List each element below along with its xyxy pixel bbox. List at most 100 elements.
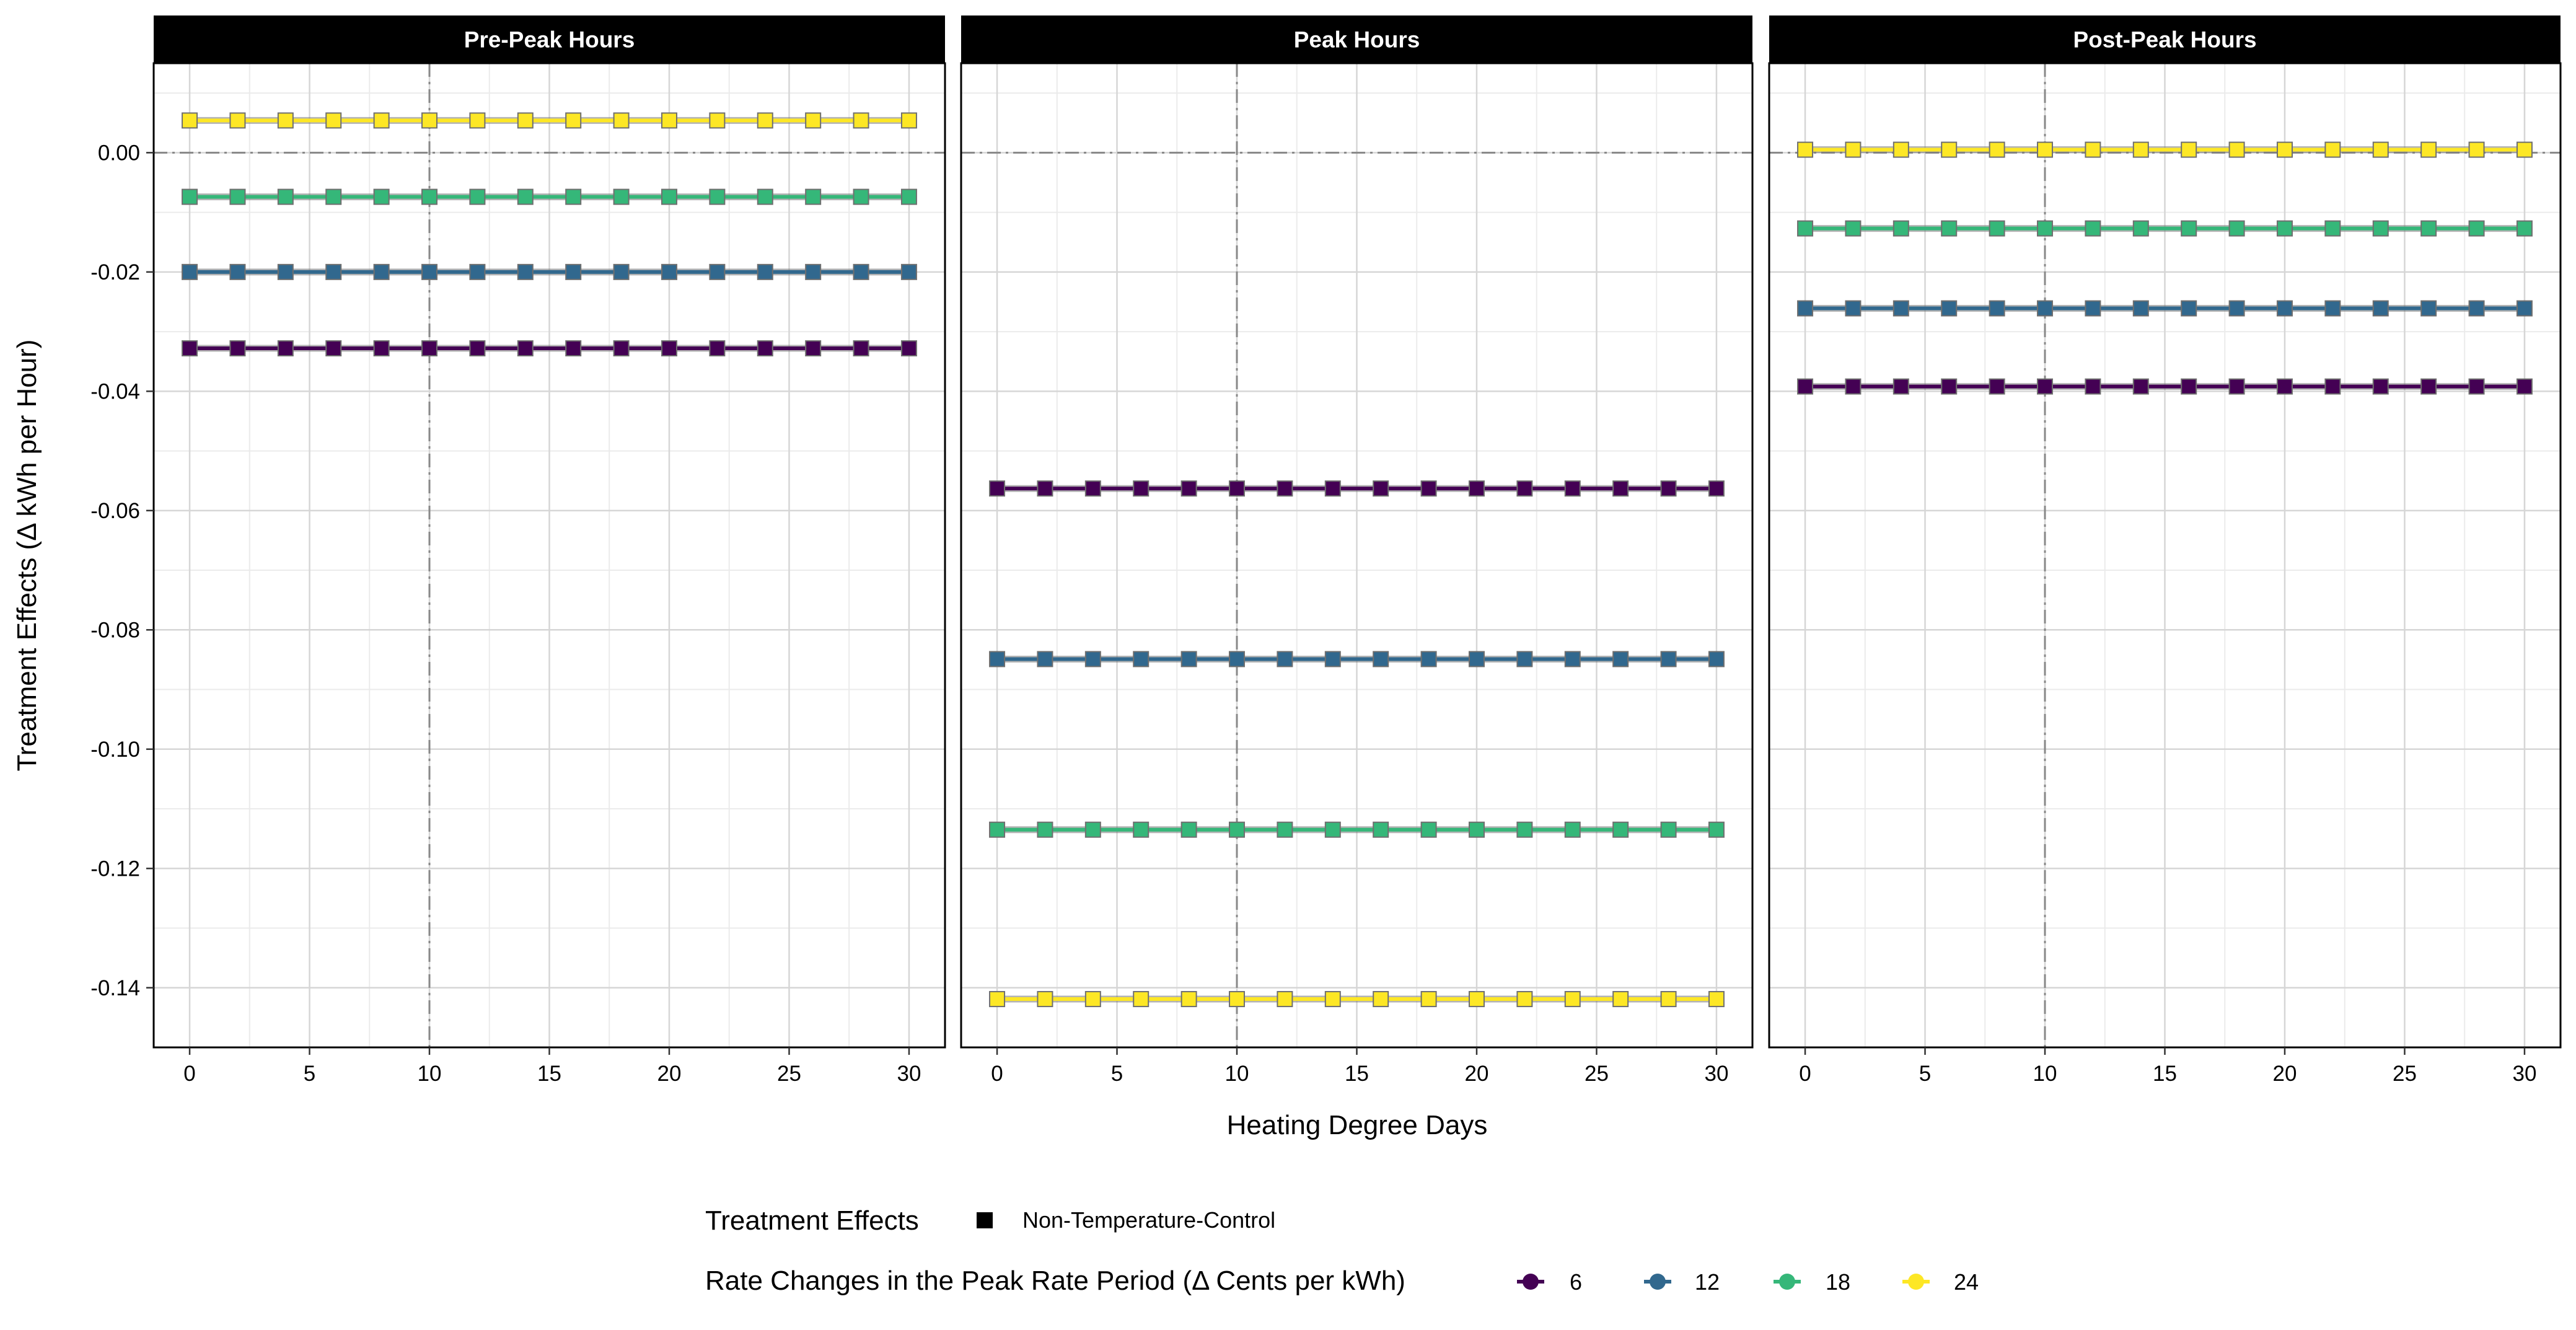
legend-color-title: Rate Changes in the Peak Rate Period (Δ … [705,1266,1405,1296]
data-point-6 [2085,378,2101,395]
data-point-12 [2181,300,2197,317]
data-point-24 [661,112,677,129]
data-point-24 [2085,141,2101,158]
data-point-6 [277,340,294,357]
data-point-18 [1277,821,1293,838]
data-point-12 [1892,300,1909,317]
data-point-6 [709,340,726,357]
data-point-12 [1989,300,2005,317]
data-point-6 [2372,378,2389,395]
y-tick-label: 0.00 [98,141,140,165]
data-point-12 [1516,651,1533,667]
data-point-6 [1892,378,1909,395]
data-point-12 [469,263,486,280]
data-point-12 [1037,651,1053,667]
x-tick-label: 30 [897,1062,921,1086]
data-point-12 [517,263,534,280]
data-point-6 [1180,480,1197,497]
data-point-18 [2037,220,2054,237]
data-point-6 [1989,378,2005,395]
data-point-18 [1660,821,1677,838]
x-tick-label: 10 [418,1062,442,1086]
y-tick-label: -0.02 [90,260,140,284]
facet-panel-3: Post-Peak Hours 0 5 10 15 20 25 30 [1768,15,2562,1086]
data-point-24 [1660,991,1677,1008]
data-point-18 [517,188,534,205]
data-point-6 [2516,378,2533,395]
data-point-24 [1516,991,1533,1008]
facet-panel-2: Peak Hours 0 5 10 15 20 25 30 [960,15,1754,1086]
data-point-24 [1037,991,1053,1008]
data-point-24 [1989,141,2005,158]
x-tick-label: 5 [1919,1062,1931,1086]
data-point-18 [1420,821,1437,838]
data-point-12 [2037,300,2054,317]
data-point-24 [2324,141,2341,158]
data-point-24 [2276,141,2293,158]
data-point-6 [1941,378,1958,395]
data-point-18 [1373,821,1389,838]
data-point-6 [1420,480,1437,497]
legend-color-key-point [1779,1274,1795,1290]
data-point-12 [277,263,294,280]
data-point-6 [2420,378,2437,395]
data-point-18 [2372,220,2389,237]
data-point-24 [2181,141,2197,158]
data-point-24 [565,112,582,129]
data-point-24 [421,112,438,129]
data-point-12 [1277,651,1293,667]
data-point-12 [1133,651,1150,667]
facet-strip [154,15,945,63]
data-point-6 [900,340,917,357]
y-tick-label: -0.14 [90,976,140,1000]
data-point-12 [1420,651,1437,667]
data-point-18 [1892,220,1909,237]
data-point-6 [1229,480,1246,497]
data-point-24 [1084,991,1101,1008]
facet-title: Peak Hours [1294,27,1420,53]
data-point-12 [1797,300,1814,317]
legend-shape-key [977,1212,993,1228]
data-point-18 [277,188,294,205]
data-point-24 [2420,141,2437,158]
data-point-18 [1845,220,1862,237]
data-point-18 [1708,821,1725,838]
data-point-24 [1612,991,1629,1008]
data-point-24 [2468,141,2485,158]
data-point-18 [2276,220,2293,237]
data-point-12 [853,263,869,280]
data-point-18 [2181,220,2197,237]
x-tick-label: 0 [991,1062,1003,1086]
data-point-6 [565,340,582,357]
data-point-12 [2372,300,2389,317]
data-point-18 [1180,821,1197,838]
data-point-18 [2324,220,2341,237]
facet-title: Post-Peak Hours [2073,27,2256,53]
legend-color-label: 12 [1695,1269,1720,1295]
data-point-6 [1708,480,1725,497]
data-point-12 [565,263,582,280]
data-point-6 [2132,378,2149,395]
x-tick-label: 25 [2393,1062,2417,1086]
data-point-6 [1084,480,1101,497]
data-point-12 [1708,651,1725,667]
data-point-12 [805,263,822,280]
data-point-12 [1660,651,1677,667]
legend-color-key-point [1523,1274,1539,1290]
legend-shape-title: Treatment Effects [705,1205,919,1236]
data-point-12 [1180,651,1197,667]
data-point-18 [1797,220,1814,237]
legend-color-label: 18 [1826,1269,1850,1295]
data-point-12 [2085,300,2101,317]
data-point-18 [1133,821,1150,838]
data-point-24 [517,112,534,129]
data-point-12 [613,263,630,280]
data-point-18 [989,821,1006,838]
data-point-18 [1989,220,2005,237]
x-tick-label: 25 [777,1062,801,1086]
data-point-18 [373,188,390,205]
data-point-12 [2468,300,2485,317]
legend-shape-label: Non-Temperature-Control [1022,1207,1275,1233]
x-tick-label: 0 [1799,1062,1811,1086]
